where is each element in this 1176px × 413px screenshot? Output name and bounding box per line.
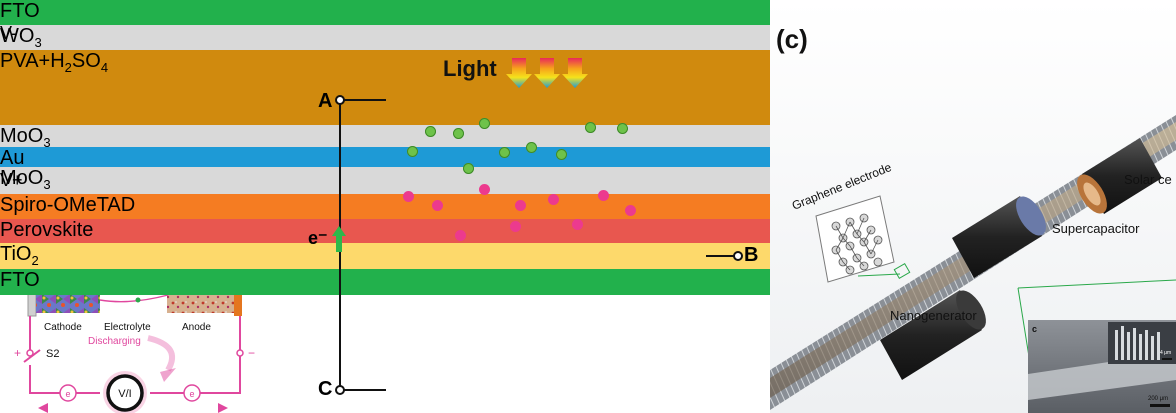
sem-inset [1017, 279, 1176, 413]
nanogenerator-label: Nanogenerator [890, 308, 977, 323]
panel-b-label: (b) [296, 24, 330, 54]
cathode-top-label: Cathode [215, 54, 253, 65]
discharging-arrow-icon [147, 335, 175, 372]
electrolyte-label: Electrolyte [104, 322, 151, 333]
battery-cathode [36, 228, 100, 313]
electron-symbol-3 [59, 384, 77, 402]
panel-a-label: (a) [6, 24, 38, 54]
al-current-collector [27, 223, 37, 317]
terminal-dot-3 [26, 349, 34, 357]
anode-top-label: Anode [58, 124, 87, 135]
discharging-label: Discharging [88, 336, 141, 347]
electron-label-3: e [65, 389, 70, 399]
panel-c-diagram: Graphene electrode Solar ce Supercapacit… [770, 0, 1176, 413]
terminal-dot-1 [26, 191, 34, 199]
plus-1: + [14, 187, 21, 201]
sem-scale-small: 4 μm [1160, 350, 1171, 356]
sem-inset-label: c [1032, 324, 1037, 334]
panel-c: (c) [770, 0, 1176, 413]
panel-c-label: (c) [776, 24, 808, 54]
minus-1: − [248, 187, 255, 201]
switch-s2-label: S2 [46, 348, 59, 360]
discharging-arrow-head [160, 368, 176, 382]
solar-cell-sleeve [1077, 138, 1162, 214]
battery-anode [167, 228, 234, 313]
supercapacitor-sleeve [952, 196, 1046, 278]
electron-label-1: e [27, 136, 32, 146]
cu-label: Cu [246, 266, 259, 277]
solar-cell-label: Solar ce [1124, 172, 1172, 187]
lifepo4-label: LiFePO4 [36, 214, 71, 227]
arrow-left-icon [38, 403, 48, 413]
nanogenerator-sleeve [880, 290, 986, 380]
panel-a-diagram: Cathode Anode CH3NH3PbI3 e e S1 + − Char… [12, 6, 270, 413]
charging-arrow-icon [157, 163, 181, 198]
switch-s1-label: S1 [44, 183, 57, 195]
al-label: Al [14, 266, 23, 277]
plus-2: + [14, 346, 21, 360]
graphene-inset [815, 195, 911, 283]
cathode-bottom-label: Cathode [44, 322, 82, 333]
li-ion-label: Li+ [122, 223, 133, 234]
electron-label-2: e [237, 136, 242, 146]
lto-label: Li4Ti5O12 [170, 214, 207, 227]
electron-symbol-4 [183, 384, 201, 402]
anode-bottom-label: Anode [182, 322, 211, 333]
sem-scale-large: 200 μm [1148, 396, 1168, 402]
discharging-circuit [29, 316, 241, 394]
minus-2: − [248, 346, 255, 360]
terminal-dot-4 [236, 349, 244, 357]
charging-arrow-head [164, 194, 180, 208]
perovskite-formula: CH3NH3PbI3 [120, 124, 176, 137]
cu-current-collector [234, 224, 242, 316]
li-ions [109, 245, 153, 303]
meter-label: V/I [118, 388, 131, 400]
arrow-up-head [12, 120, 20, 128]
terminal-dot-2 [236, 191, 244, 199]
supercapacitor-label: Supercapacitor [1052, 221, 1140, 236]
charging-label: Charging [102, 164, 143, 175]
meter-icon [103, 371, 147, 413]
electron-label-4: e [189, 389, 194, 399]
panel-b: (b) [290, 0, 770, 413]
li-ion-flow [99, 241, 169, 303]
panel-a: (a) [0, 0, 290, 413]
arrow-down-head [250, 147, 258, 155]
anode-pointer [75, 109, 87, 124]
arrow-left-icon-2 [218, 403, 228, 413]
